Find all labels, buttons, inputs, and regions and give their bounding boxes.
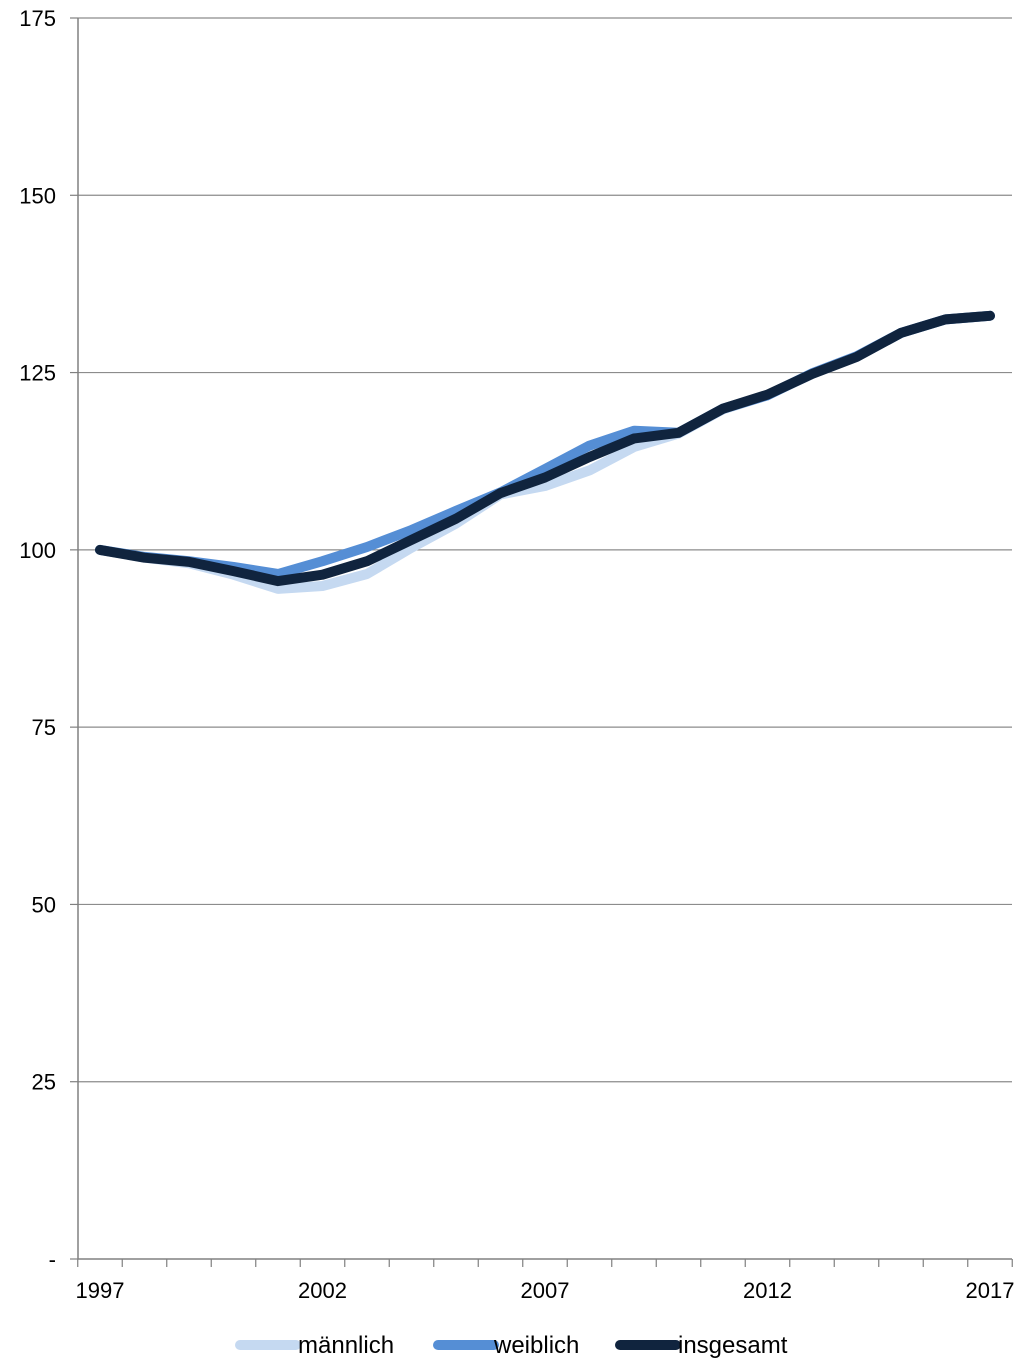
legend-label: weiblich [493,1332,579,1359]
y-tick-label: 125 [19,361,56,386]
y-tick-label: 25 [32,1070,56,1095]
x-tick-label: 2002 [298,1278,347,1303]
x-tick-label: 1997 [76,1278,125,1303]
gridlines [78,17,1012,1083]
series-line-2 [95,310,995,587]
axes [77,18,1012,1260]
legend-label: insgesamt [678,1332,788,1359]
y-tick-label: 75 [32,715,56,740]
legend-item: insgesamt [615,1332,788,1359]
legend: männlich weiblich insgesamt [235,1332,788,1359]
x-tick-label: 2012 [743,1278,792,1303]
y-tick-label: - [49,1247,56,1272]
y-tick-label: 150 [19,183,56,208]
y-axis-ticks: - 25 50 75 100 125 150 175 [19,6,78,1272]
x-tick-label: 2007 [521,1278,570,1303]
legend-label: männlich [298,1332,394,1359]
series-lines [95,310,995,594]
legend-item: weiblich [433,1332,579,1359]
x-axis-ticks: 1997 2002 2007 2012 2017 [76,1259,1015,1303]
x-tick-label: 2017 [966,1278,1015,1303]
legend-item: männlich [235,1332,394,1359]
y-tick-label: 50 [32,892,56,917]
y-tick-label: 175 [19,6,56,31]
y-tick-label: 100 [19,538,56,563]
